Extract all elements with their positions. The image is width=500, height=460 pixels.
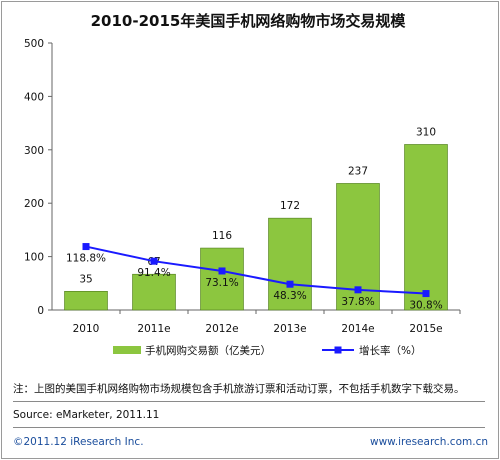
x-tick-label-2014e: 2014e bbox=[341, 323, 374, 335]
legend-bar-label: 手机网购交易额（亿美元） bbox=[145, 344, 271, 357]
y-tick-label-0: 0 bbox=[37, 305, 44, 317]
x-tick-label-2010: 2010 bbox=[73, 323, 100, 335]
x-tick-label-2011e: 2011e bbox=[137, 323, 170, 335]
growth-marker-2013e bbox=[286, 280, 294, 288]
legend-bar-swatch bbox=[113, 346, 141, 354]
copyright-text: ©2011.12 iResearch Inc. bbox=[13, 436, 144, 448]
x-tick-label-2015e: 2015e bbox=[409, 323, 442, 335]
bar-2015e bbox=[404, 144, 448, 311]
legend-line-label: 增长率（%） bbox=[359, 344, 421, 357]
growth-rate-label-2011e: 91.4% bbox=[137, 267, 170, 279]
growth-rate-label-2012e: 73.1% bbox=[205, 277, 238, 289]
bar-2011e bbox=[132, 273, 176, 311]
x-tick-label-2013e: 2013e bbox=[273, 323, 306, 335]
bar-2010 bbox=[64, 291, 108, 311]
divider-1 bbox=[13, 401, 485, 402]
growth-rate-label-2010: 118.8% bbox=[66, 253, 106, 265]
bar-value-label-2015e: 310 bbox=[416, 126, 436, 138]
bar-value-label-2013e: 172 bbox=[280, 200, 300, 212]
bar-value-label-2012e: 116 bbox=[212, 230, 232, 242]
chart-title: 2010-2015年美国手机网络购物市场交易规模 bbox=[90, 12, 406, 30]
growth-marker-2010 bbox=[82, 243, 90, 251]
growth-marker-2014e bbox=[354, 286, 362, 294]
legend-line-marker bbox=[334, 346, 342, 354]
bar-2013e bbox=[268, 217, 312, 311]
footnote: 注：上图的美国手机网络购物市场规模包含手机旅游订票和活动订票，不包括手机数字下载… bbox=[13, 383, 465, 395]
bar-value-label-2010: 35 bbox=[79, 273, 92, 285]
growth-rate-label-2015e: 30.8% bbox=[409, 300, 442, 312]
website-link[interactable]: www.iresearch.com.cn bbox=[369, 436, 488, 448]
growth-marker-2011e bbox=[150, 257, 158, 265]
legend: 手机网购交易额（亿美元） 增长率（%） bbox=[113, 344, 421, 357]
y-tick-label-2: 200 bbox=[24, 198, 44, 210]
growth-rate-label-2013e: 48.3% bbox=[273, 290, 306, 302]
growth-rate-line bbox=[85, 245, 427, 295]
x-tick-label-2012e: 2012e bbox=[205, 323, 238, 335]
bar-value-label-2014e: 237 bbox=[348, 165, 368, 177]
growth-rate-label-2014e: 37.8% bbox=[341, 296, 374, 308]
y-tick-label-1: 100 bbox=[24, 252, 44, 264]
bar-2012e bbox=[200, 247, 244, 311]
source-text: Source: eMarketer, 2011.11 bbox=[13, 409, 160, 421]
y-tick-label-5: 500 bbox=[24, 38, 44, 50]
y-tick-label-3: 300 bbox=[24, 145, 44, 157]
y-tick-label-4: 400 bbox=[24, 91, 44, 103]
growth-marker-2015e bbox=[422, 290, 430, 298]
divider-2 bbox=[13, 427, 485, 428]
growth-marker-2012e bbox=[218, 267, 226, 275]
